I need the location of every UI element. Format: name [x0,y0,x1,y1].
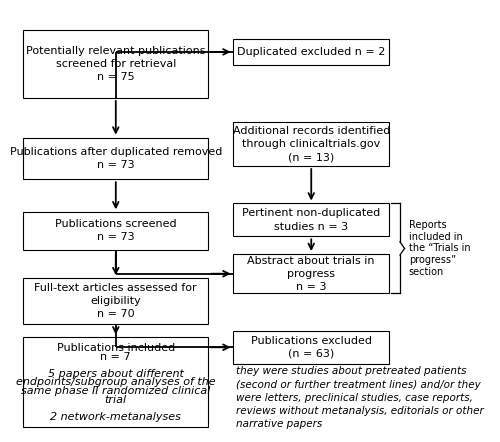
Text: Full-text articles assessed for
eligibility
n = 70: Full-text articles assessed for eligibil… [34,283,197,320]
Text: n = 7: n = 7 [100,352,131,362]
Text: Publications after duplicated removed
n = 73: Publications after duplicated removed n … [10,147,222,170]
Text: endpoints/subgroup analyses of the: endpoints/subgroup analyses of the [16,377,216,388]
Text: Publications excluded
(n = 63): Publications excluded (n = 63) [250,335,372,359]
Text: Pertinent non-duplicated
studies n = 3: Pertinent non-duplicated studies n = 3 [242,208,380,232]
Text: trial: trial [104,395,127,404]
FancyBboxPatch shape [234,122,389,166]
Text: Potentially relevant publications
screened for retrieval
n = 75: Potentially relevant publications screen… [26,46,206,82]
Text: Reports
included in
the “Trials in
progress”
section: Reports included in the “Trials in progr… [409,220,470,277]
Text: same phase II randomized clinical: same phase II randomized clinical [21,386,210,396]
Text: Abstract about trials in
progress
n = 3: Abstract about trials in progress n = 3 [248,255,375,292]
Text: they were studies about pretreated patients
(second or further treatment lines) : they were studies about pretreated patie… [236,366,484,429]
FancyBboxPatch shape [234,331,389,364]
FancyBboxPatch shape [24,212,208,250]
Text: Publications screened
n = 73: Publications screened n = 73 [55,219,176,243]
Text: 5 papers about different: 5 papers about different [48,369,184,379]
Text: Duplicated excluded n = 2: Duplicated excluded n = 2 [237,47,386,57]
FancyBboxPatch shape [24,137,208,179]
FancyBboxPatch shape [234,254,389,293]
FancyBboxPatch shape [234,39,389,65]
FancyBboxPatch shape [24,30,208,98]
Text: Additional records identified
through clinicaltrials.gov
(n = 13): Additional records identified through cl… [232,126,390,162]
Text: Publications included: Publications included [56,343,175,353]
FancyBboxPatch shape [24,278,208,324]
FancyBboxPatch shape [234,203,389,236]
Text: 2 network-metanalyses: 2 network-metanalyses [50,412,181,422]
FancyBboxPatch shape [24,337,208,427]
